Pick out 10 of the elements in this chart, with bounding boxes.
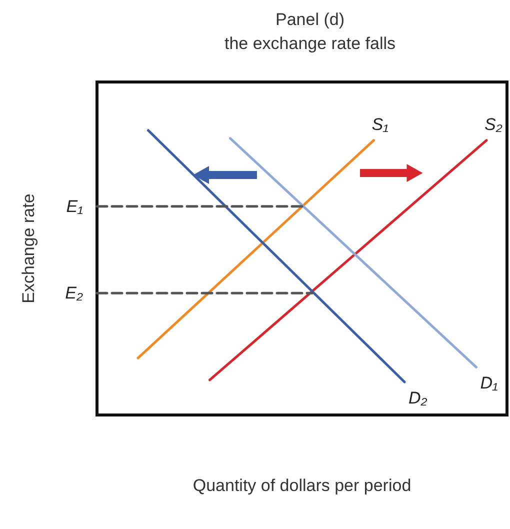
chart-subtitle: the exchange rate falls xyxy=(224,34,396,53)
series-label: S₁ xyxy=(372,114,388,134)
series-label: S₂ xyxy=(484,114,503,134)
series-label: D₂ xyxy=(408,388,428,408)
chart-title: Panel (d) xyxy=(276,10,344,29)
series-label: E₂ xyxy=(65,284,84,303)
y-axis-title: Exchange rate xyxy=(19,194,38,304)
series-label: D₁ xyxy=(480,374,498,393)
series-label: E₁ xyxy=(66,196,83,216)
x-axis-title: Quantity of dollars per period xyxy=(192,476,412,495)
